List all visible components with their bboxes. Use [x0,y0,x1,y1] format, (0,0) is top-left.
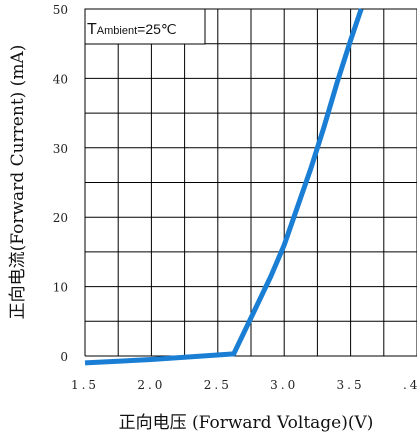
x-tick-label: 2.0 [137,378,165,392]
y-tick-label: 40 [53,72,68,86]
y-axis-label: 正向电流(Forward Current) (mA) [8,45,28,320]
y-axis-tick-labels: 0 10 20 30 40 50 [53,3,68,364]
annotation-prefix: T [87,21,97,38]
x-tick-label: .40 [403,378,417,392]
x-tick-label: 3.5 [337,378,365,392]
x-tick-label: 2.5 [204,378,232,392]
y-tick-label: 50 [53,3,68,17]
ambient-temperature-annotation: TAmbient=25℃ [84,8,206,45]
annotation-box [84,8,206,45]
chart-grid [84,8,417,357]
y-tick-label: 30 [53,142,68,156]
annotation-subscript: Ambient [97,25,137,37]
series-layer [84,8,364,366]
x-tick-label: 1.5 [71,378,99,392]
y-tick-label: 0 [60,350,68,364]
svg-text:TAmbient=25℃: TAmbient=25℃ [87,21,177,38]
annotation-suffix: =25℃ [137,21,176,37]
x-axis-label: 正向电压 (Forward Voltage)(V) [119,413,374,433]
x-tick-label: 3.0 [270,378,298,392]
x-axis-tick-labels: 1.5 2.0 2.5 3.0 3.5 .40 [71,378,417,392]
series-line-forward-current [84,8,364,366]
y-tick-label: 20 [53,211,68,225]
y-tick-label: 10 [53,281,68,295]
